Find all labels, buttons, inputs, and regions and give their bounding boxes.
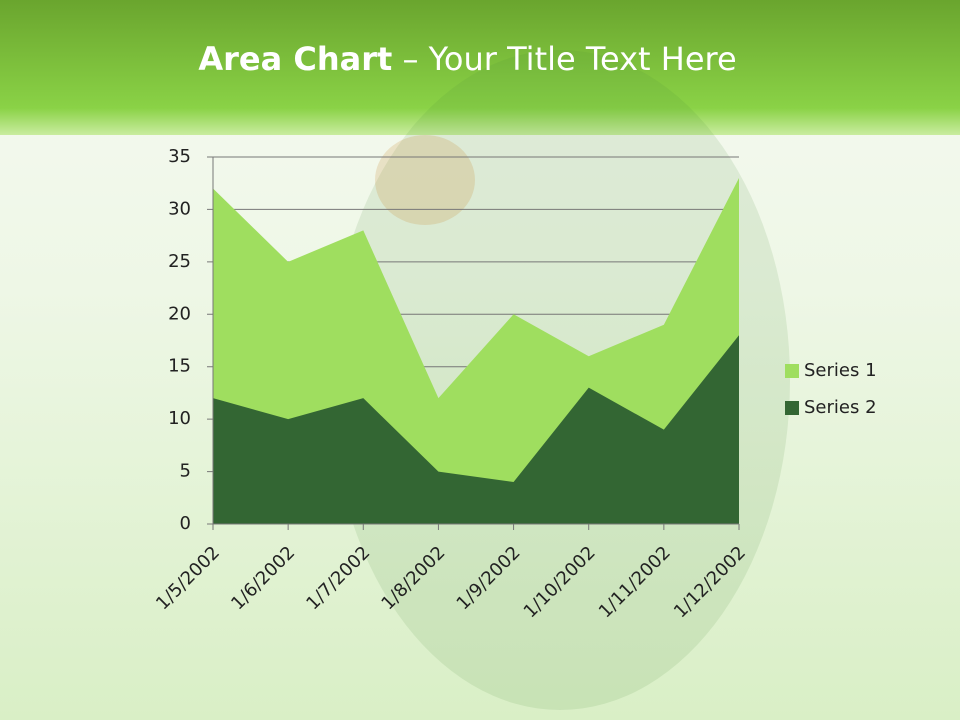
y-tick-label: 20 [168,303,191,324]
legend-swatch [785,364,799,378]
slide-title: Area Chart – Your Title Text Here [0,40,935,78]
header-band [0,0,960,135]
x-tick-label: 1/9/2002 [453,542,525,614]
x-tick-label: 1/6/2002 [227,542,299,614]
title-rest: – Your Title Text Here [402,40,737,78]
legend-label: Series 2 [804,397,877,418]
x-tick-label: 1/5/2002 [152,542,224,614]
y-tick-label: 30 [168,198,191,219]
y-tick-label: 5 [180,461,191,482]
y-tick-label: 15 [168,356,191,377]
y-tick-label: 10 [168,408,191,429]
legend-swatch [785,401,799,415]
x-tick-label: 1/11/2002 [595,542,675,622]
area [213,335,739,524]
y-tick-label: 25 [168,251,191,272]
title-bold: Area Chart [198,40,393,78]
x-tick-label: 1/10/2002 [520,542,600,622]
y-tick-label: 0 [180,513,191,534]
y-tick-label: 35 [168,146,191,167]
legend-label: Series 1 [804,360,877,381]
x-tick-label: 1/12/2002 [670,542,750,622]
x-tick-label: 1/7/2002 [302,542,374,614]
x-tick-label: 1/8/2002 [377,542,449,614]
